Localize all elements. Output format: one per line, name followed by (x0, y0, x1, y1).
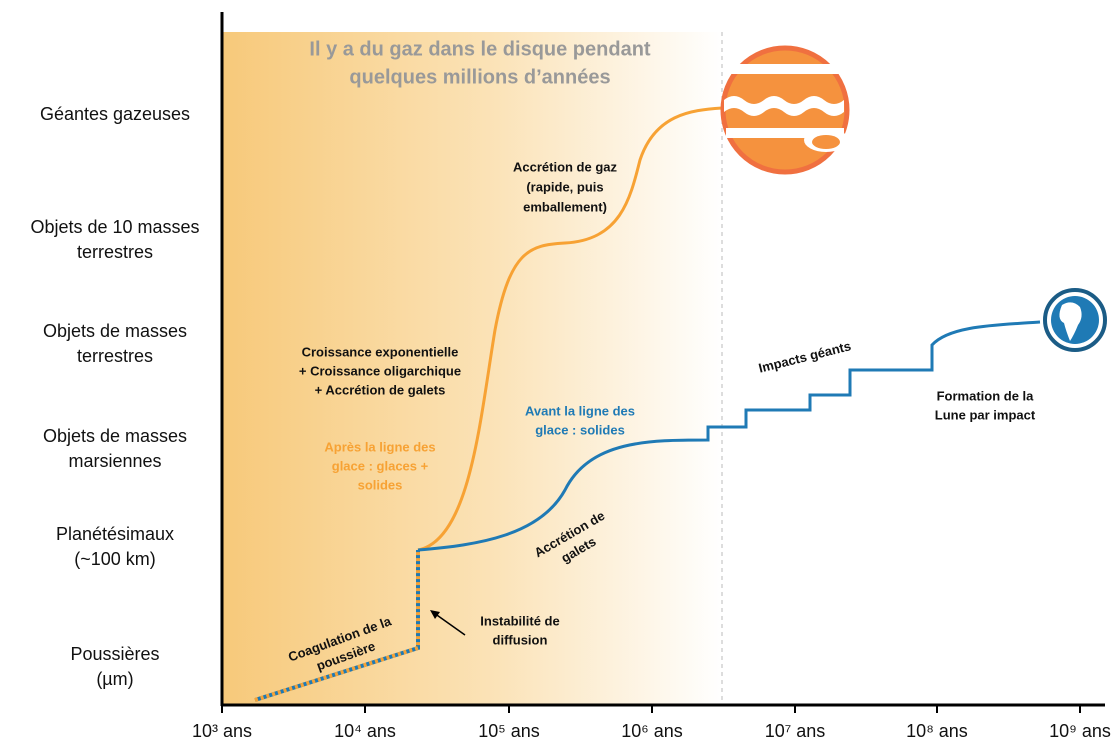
annotation: + Accrétion de galets (315, 382, 446, 397)
annotation: Instabilité de (480, 613, 559, 628)
x-label: 10⁴ ans (334, 721, 396, 741)
y-label: Planétésimaux (56, 524, 174, 544)
annotation: glace : glaces + (332, 458, 429, 473)
annotation: solides (358, 477, 403, 492)
earth (1045, 290, 1105, 350)
y-label: Objets de masses (43, 426, 187, 446)
annotation: Impacts géants (757, 338, 852, 375)
x-label: 10⁵ ans (478, 721, 540, 741)
x-label: 10³ ans (192, 721, 252, 741)
annotation: Après la ligne des (324, 439, 435, 454)
gas-region (222, 32, 722, 705)
y-label: Objets de masses (43, 321, 187, 341)
y-label: Géantes gazeuses (40, 104, 190, 124)
y-label: (µm) (96, 669, 133, 689)
y-label: Objets de 10 masses (30, 217, 199, 237)
x-label: 10⁸ ans (906, 721, 968, 741)
x-label: 10⁷ ans (765, 721, 826, 741)
y-label: terrestres (77, 242, 153, 262)
annotation: Formation de la (937, 388, 1035, 403)
annotation: glace : solides (535, 422, 625, 437)
y-label: terrestres (77, 346, 153, 366)
y-label: marsiennes (68, 451, 161, 471)
diagram: Il y a du gaz dans le disque pendant quel… (0, 0, 1120, 749)
annotation: Croissance exponentielle (302, 344, 459, 359)
annotation: Avant la ligne des (525, 403, 635, 418)
annotation: diffusion (493, 632, 548, 647)
annotation: Lune par impact (935, 407, 1036, 422)
y-label: (~100 km) (74, 549, 156, 569)
jupiter (723, 48, 848, 172)
title: Il y a du gaz dans le disque pendant (309, 38, 651, 60)
x-label: 10⁶ ans (621, 721, 682, 741)
annotation: + Croissance oligarchique (299, 363, 461, 378)
annotation: emballement) (523, 199, 607, 214)
annotation: (rapide, puis (526, 179, 603, 194)
y-label: Poussières (70, 644, 159, 664)
annotation: Accrétion de gaz (513, 159, 618, 174)
title: quelques millions d’années (349, 66, 610, 88)
x-label: 10⁹ ans (1049, 721, 1111, 741)
